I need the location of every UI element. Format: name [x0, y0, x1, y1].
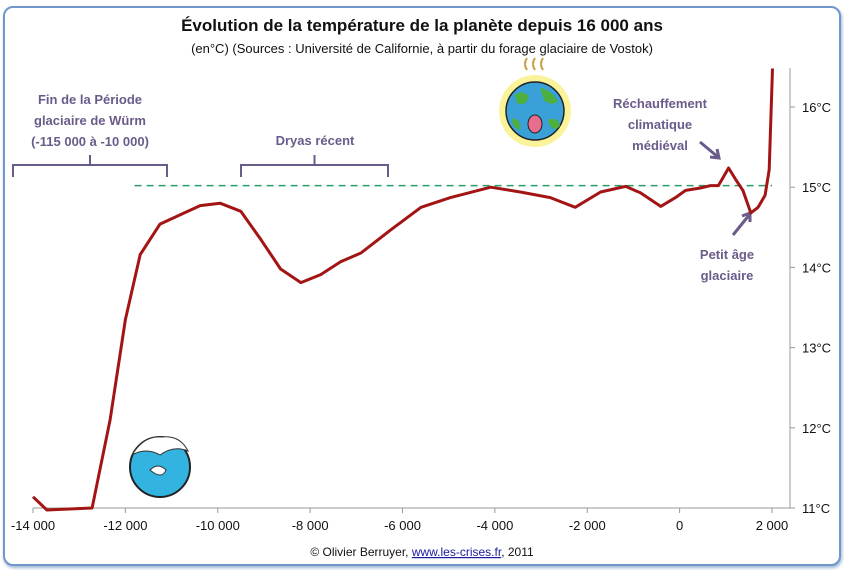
annotation-label: (-115 000 à -10 000) — [31, 134, 149, 149]
arrow-medieval-icon — [699, 140, 721, 160]
y-tick-label: 13°C — [802, 341, 831, 356]
chart-subtitle: (en°C) (Sources : Université de Californ… — [191, 41, 653, 56]
annotation-label: climatique — [628, 117, 692, 132]
annotation-label: Petit âge — [700, 247, 754, 262]
annotation-label: Dryas récent — [276, 133, 355, 148]
x-tick-label: -8 000 — [292, 518, 329, 533]
y-tick-label: 11°C — [802, 501, 830, 516]
temperature-series-line — [31, 68, 774, 512]
annotation-bracket — [240, 155, 389, 177]
x-tick-label: -4 000 — [476, 518, 513, 533]
x-tick-label: 2 000 — [756, 518, 789, 533]
x-tick-label: -12 000 — [103, 518, 147, 533]
arrow-little-ice-age-icon — [731, 210, 752, 236]
y-tick-label: 12°C — [802, 421, 831, 436]
chart-title: Évolution de la température de la planèt… — [181, 16, 663, 35]
x-tick-label: -14 000 — [11, 518, 55, 533]
frozen-earth-icon — [129, 436, 191, 498]
credit-author: © Olivier Berruyer, — [310, 545, 412, 559]
x-tick-label: -2 000 — [569, 518, 606, 533]
hot-earth-icon — [499, 57, 571, 147]
x-tick-label: -6 000 — [384, 518, 421, 533]
y-tick-label: 14°C — [802, 260, 831, 275]
annotation-label: Fin de la Période — [38, 92, 142, 107]
y-tick-label: 16°C — [802, 100, 831, 115]
x-tick-label: 0 — [676, 518, 683, 533]
x-tick-label: -10 000 — [196, 518, 240, 533]
credit: © Olivier Berruyer, www.les-crises.fr, 2… — [310, 545, 534, 559]
credit-year: , 2011 — [501, 545, 534, 559]
credit-link[interactable]: www.les-crises.fr — [411, 545, 502, 559]
annotation-label: Réchauffement — [613, 96, 708, 111]
annotation-label: glaciaire de Würm — [34, 113, 146, 128]
annotation-label: glaciaire — [701, 268, 754, 283]
y-tick-label: 15°C — [802, 180, 831, 195]
annotation-bracket — [12, 155, 168, 177]
annotation-label: médiéval — [632, 138, 688, 153]
